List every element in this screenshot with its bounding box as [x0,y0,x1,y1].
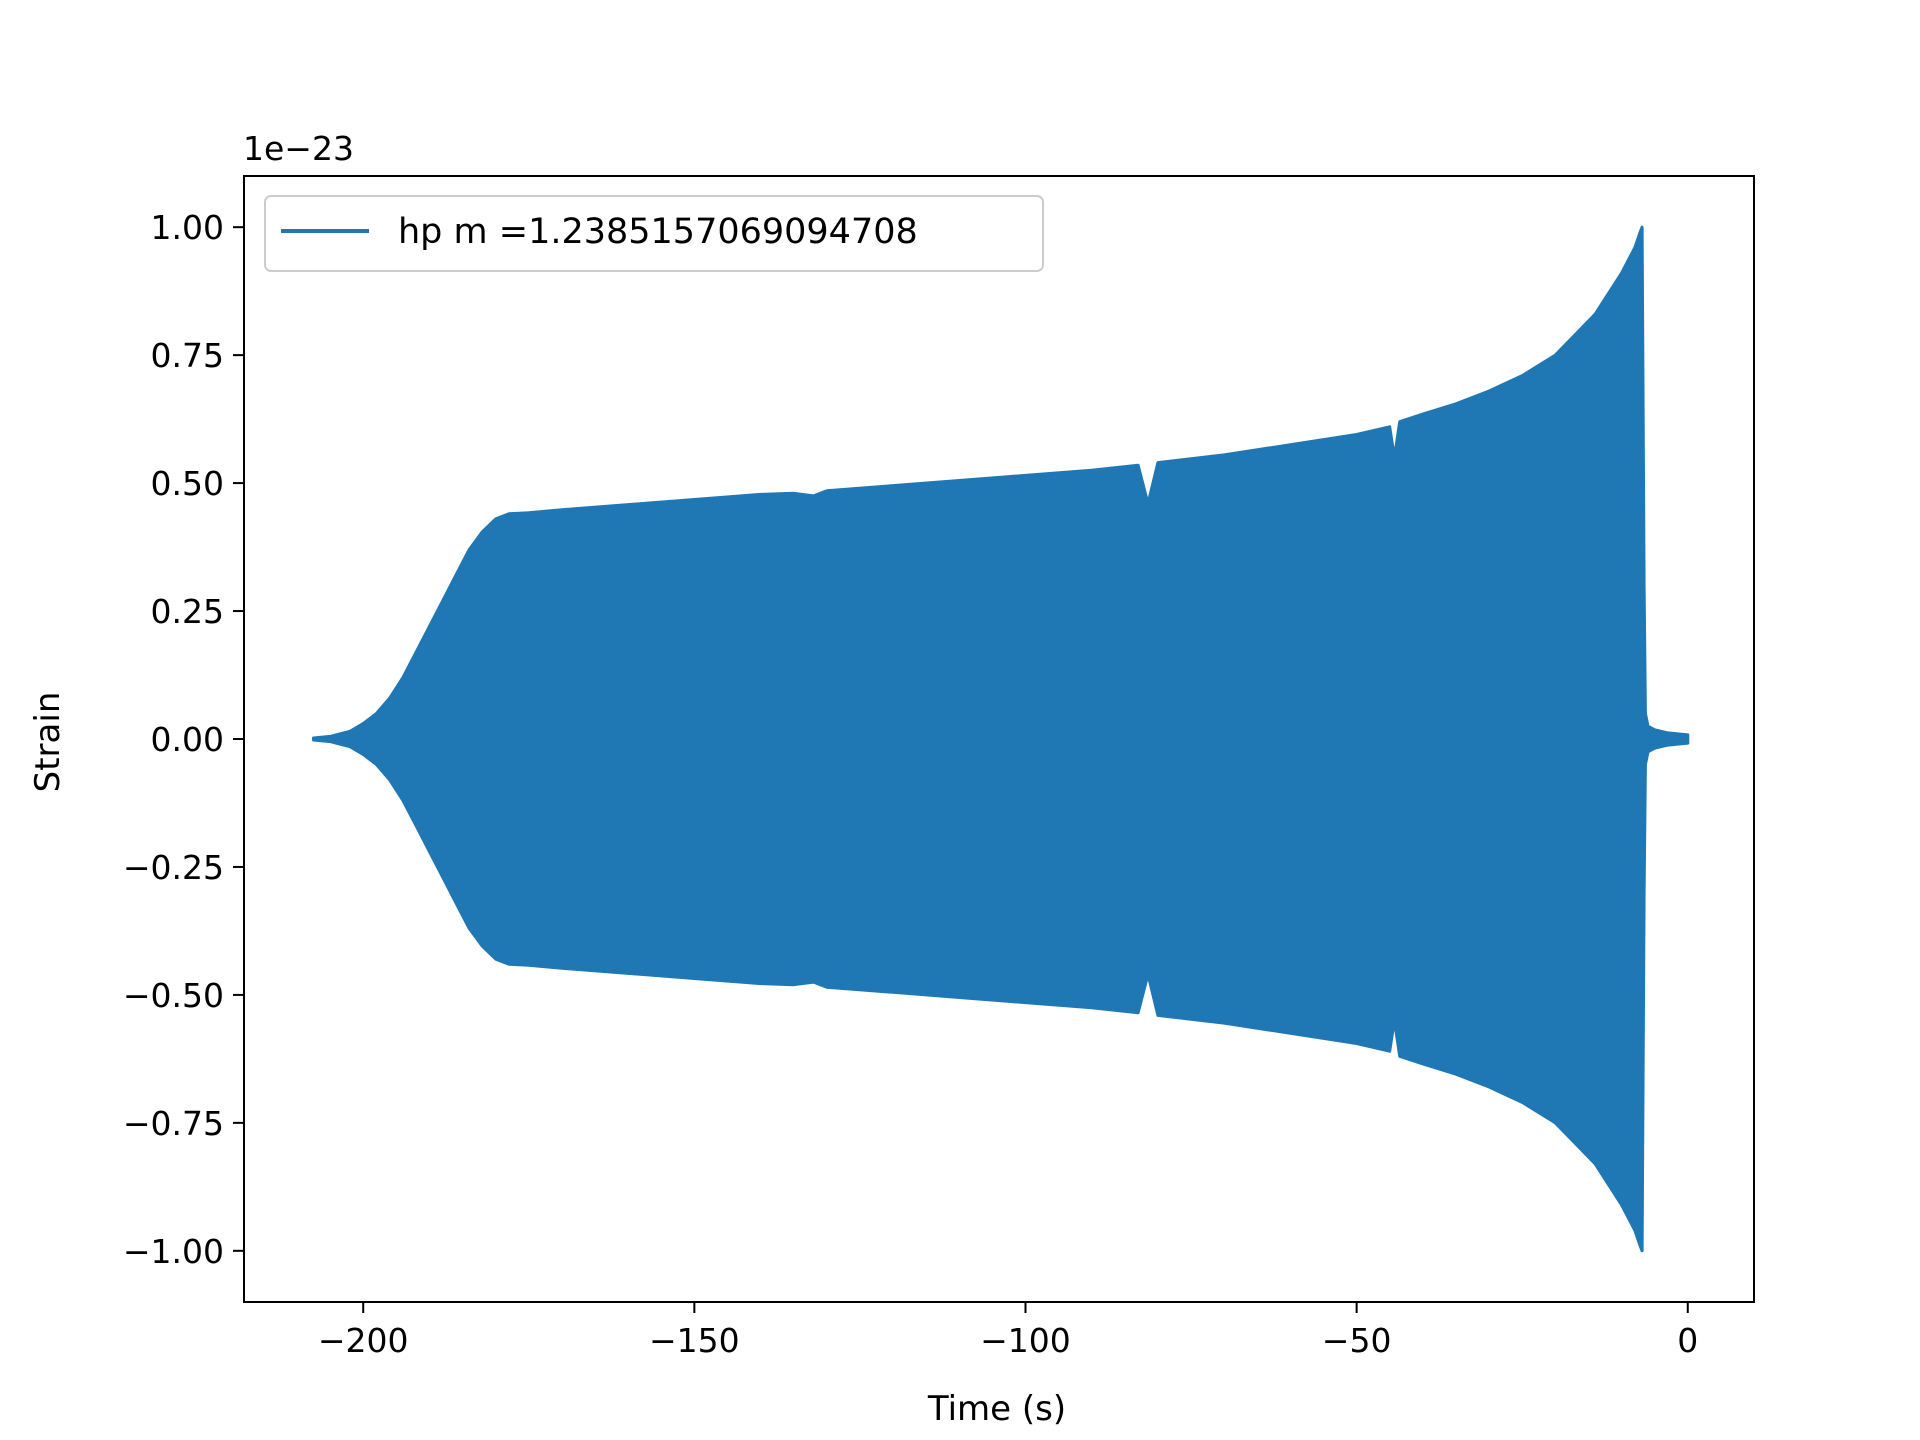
y-tick-label: −0.75 [123,1104,224,1143]
waveform-series [312,225,1690,1253]
y-axis-label: Strain [28,692,68,793]
x-axis-label: Time (s) [927,1389,1066,1429]
y-tick-label: 0.50 [151,464,224,503]
y-tick-label: 0.25 [151,592,224,631]
y-tick-label: −0.25 [123,848,224,887]
y-axis-ticks: 1.00 0.75 0.50 0.25 0.00 −0.25 −0.50 −0.75 −1.00 [123,208,244,1271]
x-tick-label: 0 [1677,1321,1698,1360]
y-tick-label: 0.75 [151,336,224,375]
legend: hp m =1.2385157069094708 [264,195,1044,272]
x-tick-label: −100 [980,1321,1071,1360]
y-offset-text: 1e−23 [243,129,354,168]
x-axis-ticks: −200 −150 −100 −50 0 [318,1302,1698,1360]
y-tick-label: −0.50 [123,976,224,1015]
y-tick-label: −1.00 [123,1232,224,1271]
legend-label: hp m =1.2385157069094708 [398,212,918,252]
x-tick-label: −200 [318,1321,409,1360]
plot-area [312,225,1690,1253]
x-tick-label: −150 [649,1321,740,1360]
legend-box [264,195,1044,272]
y-tick-label: 1.00 [151,208,224,247]
y-tick-label: 0.00 [151,720,224,759]
x-tick-label: −50 [1322,1321,1392,1360]
